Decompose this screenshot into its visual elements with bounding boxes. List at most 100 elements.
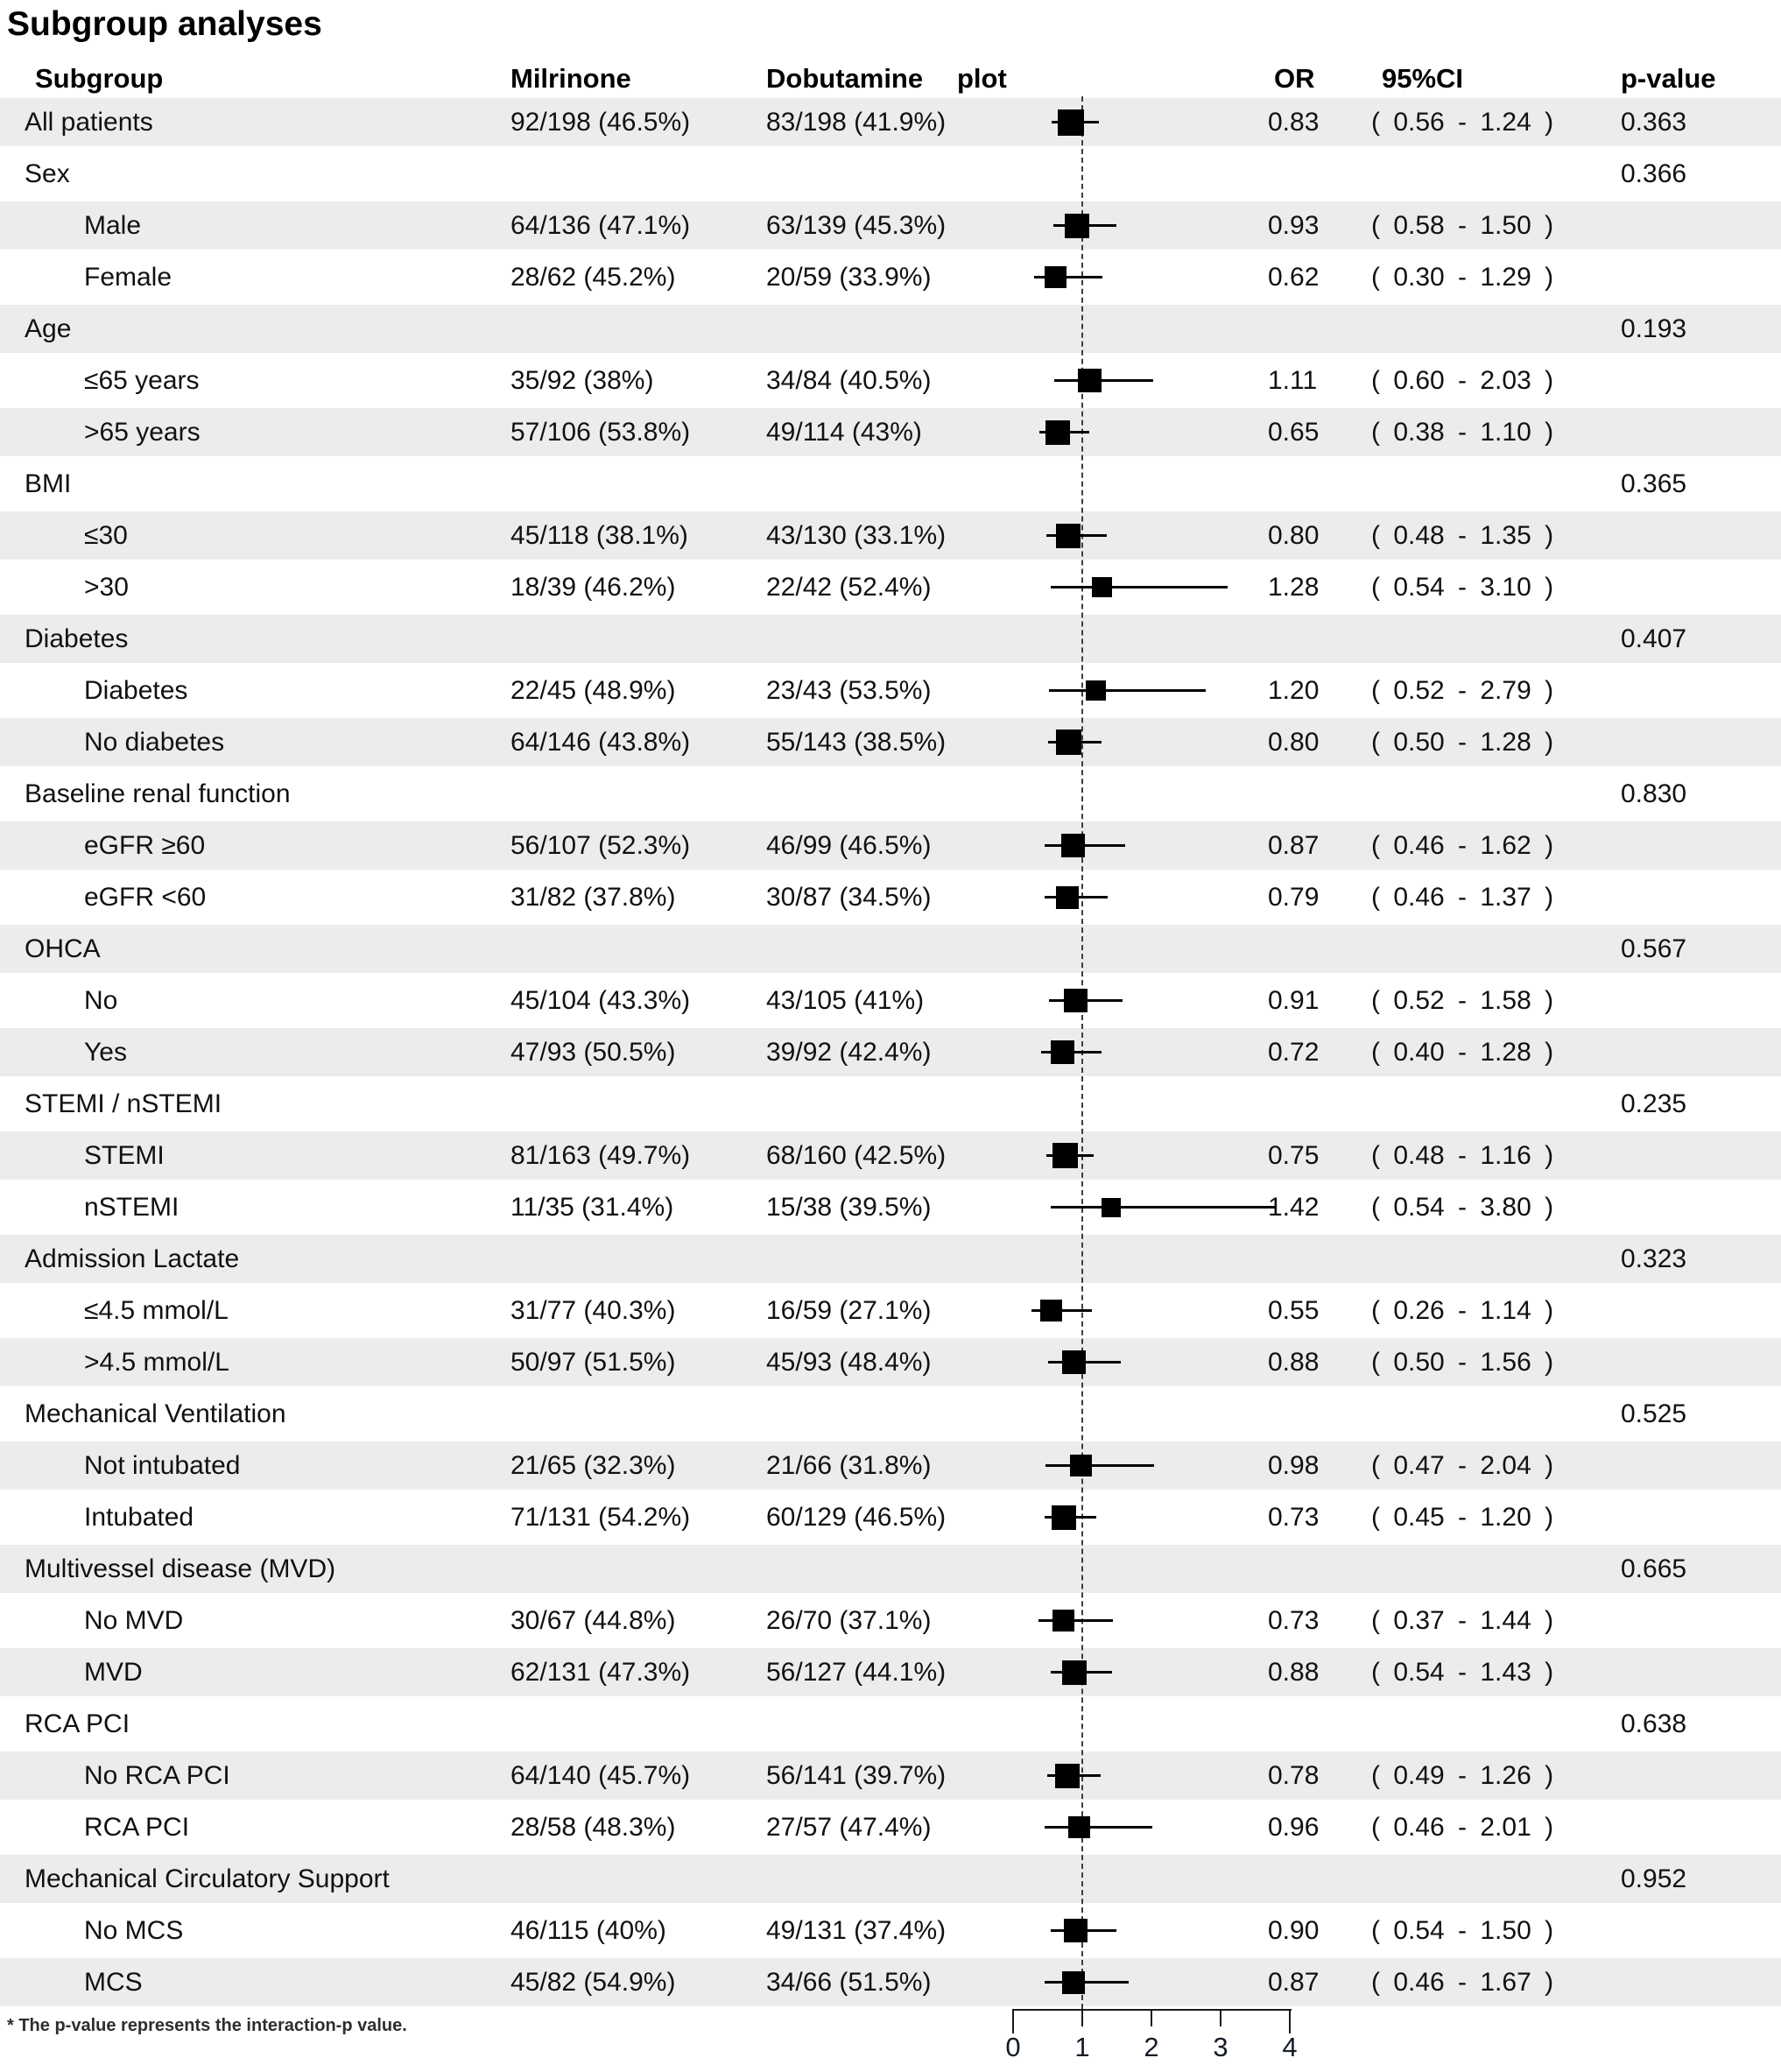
table-row: STEMI / nSTEMI 0.235 <box>0 1078 1781 1130</box>
ci-value: ( 0.37 - 1.44 ) <box>1371 1605 1554 1635</box>
or-value: 0.75 <box>1268 1140 1320 1170</box>
dobutamine-value: 49/131 (37.4%) <box>766 1915 947 1945</box>
table-row: Mechanical Circulatory Support 0.952 <box>0 1853 1781 1905</box>
dobutamine-value: 27/57 (47.4%) <box>766 1812 932 1842</box>
row-label: RCA PCI <box>84 1812 190 1842</box>
row-label: Not intubated <box>84 1450 241 1480</box>
p-value: 0.323 <box>1621 1244 1687 1273</box>
or-value: 0.72 <box>1268 1037 1320 1067</box>
milrinone-value: 45/104 (43.3%) <box>510 985 691 1015</box>
p-value: 0.235 <box>1621 1089 1687 1118</box>
dobutamine-value: 22/42 (52.4%) <box>766 572 932 602</box>
table-row: RCA PCI 0.638 <box>0 1698 1781 1750</box>
row-label: MVD <box>84 1657 143 1687</box>
row-label: Mechanical Ventilation <box>25 1399 286 1428</box>
dobutamine-value: 15/38 (39.5%) <box>766 1192 932 1222</box>
column-header-plot: plot <box>957 63 1007 94</box>
row-label: ≤30 <box>84 520 128 550</box>
ci-value: ( 0.52 - 2.79 ) <box>1371 675 1554 705</box>
page-title: Subgroup analyses <box>7 5 322 43</box>
table-row: All patients 92/198 (46.5%) 83/198 (41.9… <box>0 96 1781 148</box>
row-label: STEMI / nSTEMI <box>25 1089 222 1118</box>
milrinone-value: 81/163 (49.7%) <box>510 1140 691 1170</box>
ci-value: ( 0.48 - 1.35 ) <box>1371 520 1554 550</box>
milrinone-value: 71/131 (54.2%) <box>510 1502 691 1532</box>
or-value: 0.65 <box>1268 417 1320 447</box>
row-label: No MVD <box>84 1605 184 1635</box>
milrinone-value: 45/118 (38.1%) <box>510 520 688 550</box>
ci-value: ( 0.38 - 1.10 ) <box>1371 417 1554 447</box>
table-row: ≤4.5 mmol/L 31/77 (40.3%) 16/59 (27.1%) … <box>0 1285 1781 1336</box>
ci-value: ( 0.46 - 2.01 ) <box>1371 1812 1554 1842</box>
milrinone-value: 92/198 (46.5%) <box>510 107 691 137</box>
row-label: >65 years <box>84 417 201 447</box>
dobutamine-value: 45/93 (48.4%) <box>766 1347 932 1377</box>
table-row: Not intubated 21/65 (32.3%) 21/66 (31.8%… <box>0 1440 1781 1491</box>
ci-value: ( 0.54 - 1.43 ) <box>1371 1657 1554 1687</box>
column-header-or: OR <box>1274 63 1315 94</box>
row-label: eGFR ≥60 <box>84 830 206 860</box>
or-value: 0.93 <box>1268 210 1320 240</box>
table-row: eGFR ≥60 56/107 (52.3%) 46/99 (46.5%) 0.… <box>0 820 1781 871</box>
p-value: 0.366 <box>1621 159 1687 188</box>
or-value: 0.83 <box>1268 107 1320 137</box>
milrinone-value: 64/140 (45.7%) <box>510 1760 691 1790</box>
table-row: MCS 45/82 (54.9%) 34/66 (51.5%) 0.87 ( 0… <box>0 1956 1781 2008</box>
x-axis-tick <box>1081 2009 1083 2026</box>
dobutamine-value: 34/84 (40.5%) <box>766 365 932 395</box>
row-label: Age <box>25 314 72 343</box>
row-label: ≤65 years <box>84 365 200 395</box>
table-row: MVD 62/131 (47.3%) 56/127 (44.1%) 0.88 (… <box>0 1646 1781 1698</box>
or-value: 1.42 <box>1268 1192 1320 1222</box>
or-value: 0.80 <box>1268 727 1320 757</box>
table-row: Baseline renal function 0.830 <box>0 768 1781 820</box>
row-label: No diabetes <box>84 727 225 757</box>
row-label: MCS <box>84 1967 143 1997</box>
row-label: >4.5 mmol/L <box>84 1347 229 1377</box>
or-value: 0.88 <box>1268 1657 1320 1687</box>
row-label: No RCA PCI <box>84 1760 230 1790</box>
table-body: All patients 92/198 (46.5%) 83/198 (41.9… <box>0 96 1781 2008</box>
milrinone-value: 46/115 (40%) <box>510 1915 666 1945</box>
table-row: ≤30 45/118 (38.1%) 43/130 (33.1%) 0.80 (… <box>0 510 1781 561</box>
table-row: BMI 0.365 <box>0 458 1781 510</box>
p-value: 0.407 <box>1621 624 1687 653</box>
row-label: Sex <box>25 159 70 188</box>
row-label: ≤4.5 mmol/L <box>84 1295 229 1325</box>
milrinone-value: 56/107 (52.3%) <box>510 830 691 860</box>
ci-value: ( 0.56 - 1.24 ) <box>1371 107 1554 137</box>
table-row: >30 18/39 (46.2%) 22/42 (52.4%) 1.28 ( 0… <box>0 561 1781 613</box>
ci-value: ( 0.45 - 1.20 ) <box>1371 1502 1554 1532</box>
milrinone-value: 11/35 (31.4%) <box>510 1192 674 1222</box>
row-label: Female <box>84 262 172 292</box>
or-value: 0.87 <box>1268 830 1320 860</box>
table-row: Intubated 71/131 (54.2%) 60/129 (46.5%) … <box>0 1491 1781 1543</box>
table-row: No diabetes 64/146 (43.8%) 55/143 (38.5%… <box>0 716 1781 768</box>
or-value: 0.78 <box>1268 1760 1320 1790</box>
x-axis-tick-label: 2 <box>1144 2032 1159 2062</box>
ci-value: ( 0.47 - 2.04 ) <box>1371 1450 1554 1480</box>
or-value: 1.11 <box>1268 365 1318 395</box>
milrinone-value: 64/136 (47.1%) <box>510 210 691 240</box>
or-value: 0.80 <box>1268 520 1320 550</box>
row-label: No MCS <box>84 1915 184 1945</box>
or-value: 0.90 <box>1268 1915 1320 1945</box>
table-row: Admission Lactate 0.323 <box>0 1233 1781 1285</box>
table-row: Sex 0.366 <box>0 148 1781 200</box>
table-row: Female 28/62 (45.2%) 20/59 (33.9%) 0.62 … <box>0 251 1781 303</box>
dobutamine-value: 16/59 (27.1%) <box>766 1295 932 1325</box>
dobutamine-value: 55/143 (38.5%) <box>766 727 947 757</box>
table-row: No 45/104 (43.3%) 43/105 (41%) 0.91 ( 0.… <box>0 975 1781 1026</box>
dobutamine-value: 46/99 (46.5%) <box>766 830 932 860</box>
row-label: All patients <box>25 107 153 137</box>
row-label: nSTEMI <box>84 1192 180 1222</box>
p-value: 0.830 <box>1621 779 1687 808</box>
row-label: Mechanical Circulatory Support <box>25 1864 390 1893</box>
p-value: 0.363 <box>1621 107 1687 137</box>
row-label: Diabetes <box>25 624 129 653</box>
or-value: 0.62 <box>1268 262 1320 292</box>
milrinone-value: 28/58 (48.3%) <box>510 1812 676 1842</box>
row-label: Male <box>84 210 142 240</box>
column-header-milrinone: Milrinone <box>510 63 631 94</box>
